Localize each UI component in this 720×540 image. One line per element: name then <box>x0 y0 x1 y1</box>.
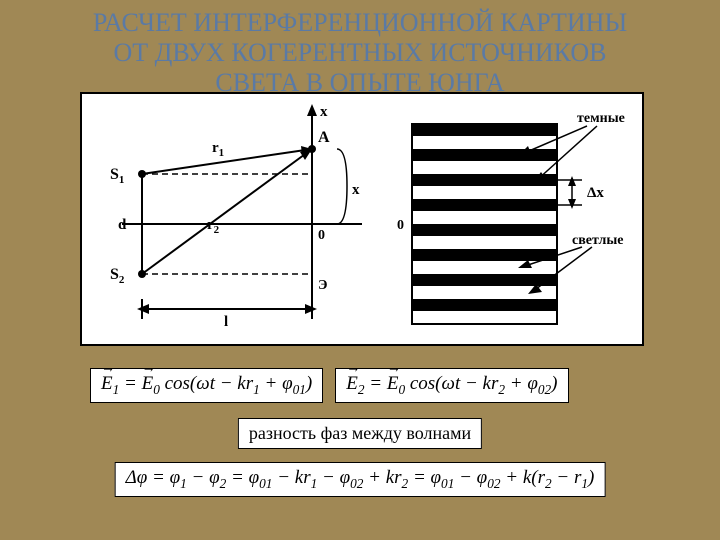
dx-label: Δx <box>587 185 604 201</box>
equation-e1: E1 = E0 cos(ωt − kr1 + φ01) <box>90 368 323 403</box>
origin-right: 0 <box>397 218 404 233</box>
r2-label: r2 <box>207 217 220 236</box>
physics-diagram: x S1 S2 A r1 r2 d l x 0 Э 0 <box>82 94 642 344</box>
s1-label: S1 <box>110 166 124 186</box>
equation-row-1: E1 = E0 cos(ωt − kr1 + φ01) E2 = E0 cos(… <box>90 368 569 403</box>
axis-x-label: x <box>320 104 328 120</box>
s2-label: S2 <box>110 266 125 286</box>
a-label: A <box>318 129 330 146</box>
l-label: l <box>224 314 228 330</box>
title-line-1: РАСЧЕТ ИНТЕРФЕРЕНЦИОННОЙ КАРТИНЫ <box>93 8 627 37</box>
diagram-container: x S1 S2 A r1 r2 d l x 0 Э 0 <box>80 92 644 346</box>
phase-caption: разность фаз между волнами <box>238 418 482 449</box>
page-title: РАСЧЕТ ИНТЕРФЕРЕНЦИОННОЙ КАРТИНЫ ОТ ДВУХ… <box>0 0 720 98</box>
origin-left: 0 <box>318 228 325 243</box>
equation-row-3: Δφ = φ1 − φ2 = φ01 − kr1 − φ02 + kr2 = φ… <box>115 462 606 497</box>
equation-caption-row: разность фаз между волнами <box>238 418 482 449</box>
d-label: d <box>118 217 127 233</box>
r1-label: r1 <box>212 140 224 159</box>
title-line-2: ОТ ДВУХ КОГЕРЕНТНЫХ ИСТОЧНИКОВ <box>114 38 607 67</box>
dark-label: темные <box>577 111 625 126</box>
equation-e2: E2 = E0 cos(ωt − kr2 + φ02) <box>335 368 568 403</box>
light-label: светлые <box>572 233 624 248</box>
equation-e3: Δφ = φ1 − φ2 = φ01 − kr1 − φ02 + kr2 = φ… <box>115 462 606 497</box>
fringe-pattern <box>412 124 557 324</box>
x-dist-label: x <box>352 182 360 198</box>
screen-label: Э <box>318 278 328 293</box>
